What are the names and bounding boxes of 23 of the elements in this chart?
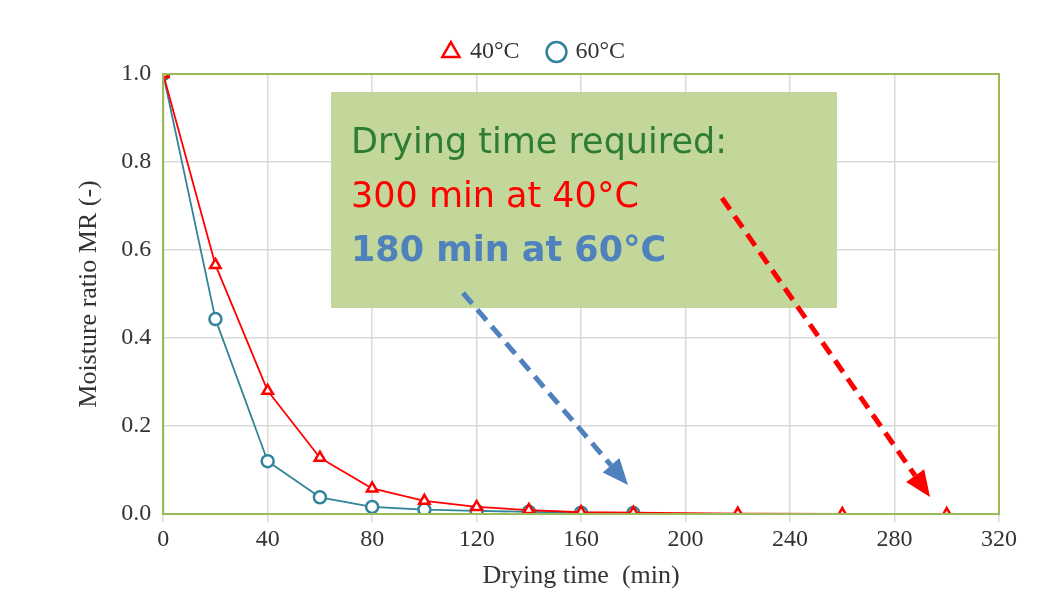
x-tick-label: 280 — [876, 524, 913, 551]
x-axis-title: Drying time (min) — [482, 560, 680, 590]
legend-label: 60°C — [575, 37, 626, 64]
x-tick-label: 40 — [255, 524, 280, 551]
text-box: Drying time required: 300 min at 40°C 180 min at 60°C — [331, 92, 837, 308]
x-tick-label: 240 — [772, 524, 809, 551]
y-axis-title: Moisture ratio MR (-) — [73, 180, 103, 408]
x-tick-label: 200 — [667, 524, 704, 551]
y-tick-label: 0.0 — [121, 499, 152, 526]
x-tick-label: 80 — [360, 524, 385, 551]
x-tick-label: 160 — [563, 524, 600, 551]
x-tick-label: 0 — [157, 524, 170, 551]
y-tick-label: 0.6 — [121, 235, 152, 262]
x-tick-label: 320 — [981, 524, 1017, 551]
legend-label: 40°C — [469, 37, 520, 64]
x-tick-label: 120 — [458, 524, 495, 551]
y-tick-label: 0.2 — [121, 411, 152, 438]
annotation: 180 min at 60°C — [351, 228, 668, 271]
y-tick-label: 0.4 — [121, 323, 152, 350]
y-tick-label: 1.0 — [121, 59, 152, 86]
annotation: Drying time required: — [351, 120, 728, 163]
y-tick-label: 0.8 — [121, 147, 152, 174]
annotation: 300 min at 40°C — [351, 174, 640, 217]
